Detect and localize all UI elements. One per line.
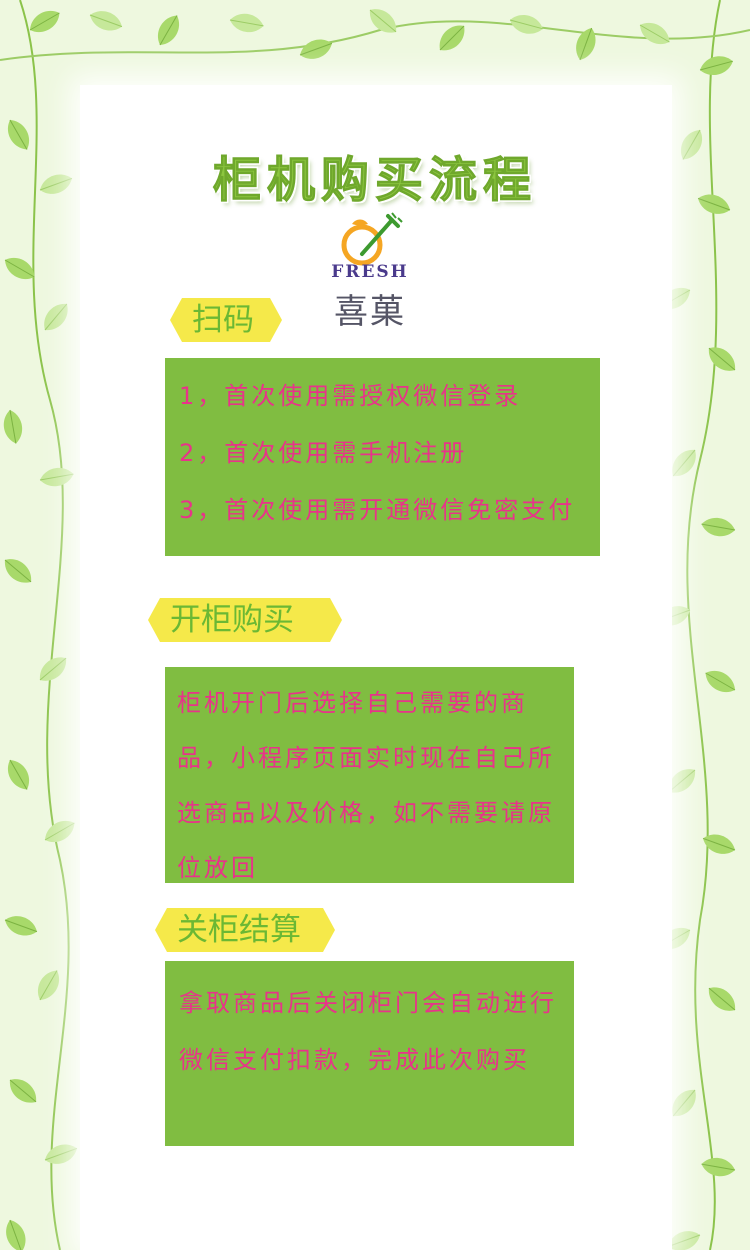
section-heading-checkout: 关柜结算 (155, 908, 335, 952)
panel-line: 拿取商品后关闭柜门会自动进行 (179, 989, 557, 1017)
logo-chinese-name: 喜菓 (334, 292, 406, 332)
panel-line: 2，首次使用需手机注册 (179, 439, 468, 467)
panel-line: 位放回 (177, 854, 258, 882)
orange-fork-icon (341, 212, 403, 266)
panel-line: 柜机开门后选择自己需要的商 (177, 689, 528, 717)
section-panel-open-cabinet: 柜机开门后选择自己需要的商 品，小程序页面实时现在自己所 选商品以及价格，如不需… (165, 667, 574, 883)
section-panel-checkout: 拿取商品后关闭柜门会自动进行 微信支付扣款，完成此次购买 (165, 961, 574, 1146)
section-heading-open-cabinet: 开柜购买 (148, 598, 342, 642)
panel-line: 1，首次使用需授权微信登录 (179, 382, 522, 410)
panel-line: 选商品以及价格，如不需要请原 (177, 799, 555, 827)
page-title: 柜机购买流程 (212, 152, 537, 209)
panel-line: 微信支付扣款，完成此次购买 (179, 1046, 530, 1074)
logo-wordmark: FRESH (331, 262, 409, 282)
section-heading-scan: 扫码 (170, 298, 282, 342)
section-panel-scan: 1，首次使用需授权微信登录 2，首次使用需手机注册 3，首次使用需开通微信免密支… (165, 358, 600, 556)
panel-line: 品，小程序页面实时现在自己所 (177, 744, 555, 772)
panel-line: 3，首次使用需开通微信免密支付 (179, 496, 576, 524)
